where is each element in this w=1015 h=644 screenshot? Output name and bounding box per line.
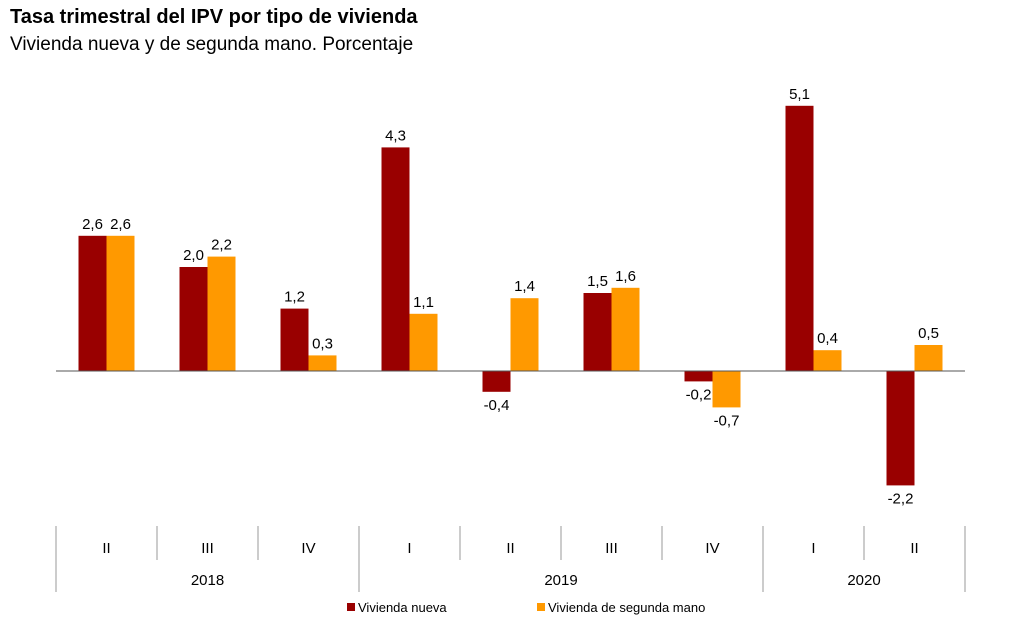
tick-label-8: II — [910, 540, 918, 557]
legend-label-1: Vivienda de segunda mano — [548, 600, 705, 615]
bar-segunda-mano-5 — [611, 287, 640, 371]
data-label-segunda-mano-4: 1,4 — [514, 278, 535, 295]
bar-segunda-mano-0 — [106, 235, 135, 371]
data-label-nueva-4: -0,4 — [484, 397, 510, 414]
bar-nueva-2 — [280, 308, 309, 371]
bar-nueva-5 — [583, 293, 612, 371]
year-label-2018: 2018 — [191, 572, 224, 589]
year-label-2020: 2020 — [847, 572, 880, 589]
data-label-nueva-1: 2,0 — [183, 247, 204, 264]
legend-swatch-0 — [347, 603, 355, 611]
data-label-nueva-2: 1,2 — [284, 289, 305, 306]
bar-nueva-4 — [482, 371, 511, 392]
bar-segunda-mano-8 — [914, 345, 943, 371]
bar-nueva-0 — [78, 235, 107, 371]
tick-label-3: I — [407, 540, 411, 557]
bar-nueva-3 — [381, 147, 410, 371]
legend-swatch-1 — [537, 603, 545, 611]
tick-label-2: IV — [301, 540, 315, 557]
chart-subtitle: Vivienda nueva y de segunda mano. Porcen… — [10, 34, 414, 55]
tick-label-6: IV — [705, 540, 719, 557]
bar-segunda-mano-1 — [207, 256, 236, 371]
tick-label-0: II — [102, 540, 110, 557]
tick-label-4: II — [506, 540, 514, 557]
data-label-segunda-mano-3: 1,1 — [413, 294, 434, 311]
bar-segunda-mano-7 — [813, 350, 842, 371]
bar-segunda-mano-4 — [510, 298, 539, 371]
data-label-segunda-mano-1: 2,2 — [211, 237, 232, 254]
data-label-nueva-3: 4,3 — [385, 127, 406, 144]
bar-segunda-mano-6 — [712, 371, 741, 408]
data-label-nueva-6: -0,2 — [686, 386, 712, 403]
tick-label-7: I — [811, 540, 815, 557]
bar-segunda-mano-3 — [409, 313, 438, 371]
data-label-segunda-mano-6: -0,7 — [714, 412, 740, 429]
chart-title: Tasa trimestral del IPV por tipo de vivi… — [10, 6, 418, 28]
data-label-segunda-mano-0: 2,6 — [110, 216, 131, 233]
bar-nueva-8 — [886, 371, 915, 486]
data-label-nueva-5: 1,5 — [587, 273, 608, 290]
data-label-segunda-mano-8: 0,5 — [918, 325, 939, 342]
bar-nueva-1 — [179, 267, 208, 371]
tick-label-5: III — [605, 540, 618, 557]
data-label-segunda-mano-5: 1,6 — [615, 268, 636, 285]
data-label-nueva-8: -2,2 — [888, 490, 914, 507]
bar-nueva-7 — [785, 105, 814, 372]
year-label-2019: 2019 — [544, 572, 577, 589]
data-label-segunda-mano-7: 0,4 — [817, 330, 838, 347]
data-label-nueva-0: 2,6 — [82, 216, 103, 233]
legend-label-0: Vivienda nueva — [358, 600, 447, 615]
data-label-nueva-7: 5,1 — [789, 86, 810, 103]
bar-segunda-mano-2 — [308, 355, 337, 371]
data-label-segunda-mano-2: 0,3 — [312, 335, 333, 352]
bar-nueva-6 — [684, 371, 713, 382]
tick-label-1: III — [201, 540, 214, 557]
